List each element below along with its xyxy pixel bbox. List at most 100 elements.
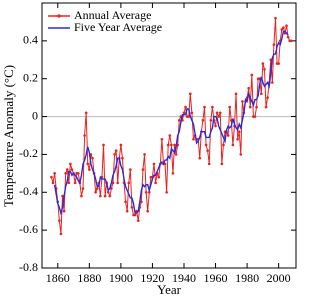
data-point (234, 92, 238, 96)
data-point (108, 194, 112, 198)
legend-label: Annual Average (74, 8, 151, 22)
data-point (116, 181, 120, 185)
data-point (217, 115, 220, 118)
data-point (207, 162, 211, 166)
x-tick-label: 1980 (235, 271, 259, 285)
data-point (174, 153, 178, 156)
data-point (141, 168, 145, 171)
data-point (286, 35, 290, 39)
data-point (83, 134, 86, 137)
data-point (182, 111, 186, 115)
data-point (124, 200, 127, 204)
data-point (218, 111, 222, 115)
data-point (130, 206, 134, 209)
data-point (50, 175, 53, 179)
data-point (206, 149, 209, 152)
data-point (70, 168, 74, 171)
data-point (106, 190, 110, 194)
data-point (129, 168, 132, 171)
data-point (289, 39, 293, 43)
data-point (67, 181, 71, 185)
data-point (187, 115, 191, 118)
x-tick-label: 1860 (46, 271, 70, 285)
x-tick-label: 1900 (109, 271, 133, 285)
data-point (214, 124, 217, 128)
y-tick-label: 0.2 (23, 70, 38, 84)
data-point (125, 209, 129, 213)
data-point (247, 86, 250, 90)
data-point (226, 134, 230, 137)
data-point (51, 181, 55, 185)
data-point (285, 24, 288, 28)
data-point (173, 143, 176, 147)
data-point (58, 219, 61, 222)
data-point (113, 153, 116, 156)
data-point (88, 168, 91, 171)
data-point (261, 62, 265, 65)
data-point (62, 209, 66, 213)
series-line (50, 18, 292, 234)
data-point (140, 200, 143, 204)
data-point (69, 162, 72, 166)
y-tick-label: -0.8 (19, 260, 38, 274)
data-point (119, 143, 123, 147)
data-point (64, 172, 67, 175)
y-tick-label: 0 (32, 108, 38, 122)
data-point (274, 16, 277, 20)
data-point (111, 181, 115, 185)
data-point (250, 73, 254, 77)
data-point (211, 105, 214, 109)
y-tick-label: -0.6 (19, 222, 38, 236)
data-point (248, 105, 252, 109)
data-point (263, 67, 266, 71)
data-point (204, 143, 208, 147)
data-point (91, 156, 94, 160)
data-point (160, 137, 164, 141)
data-point (114, 149, 118, 152)
data-point (99, 194, 102, 198)
data-point (110, 187, 113, 190)
data-point (266, 96, 269, 99)
data-point (282, 26, 285, 29)
data-point (177, 119, 181, 122)
data-point (95, 187, 99, 190)
data-point (241, 100, 244, 103)
data-point (152, 162, 156, 166)
data-point (61, 194, 64, 198)
data-point (127, 181, 131, 185)
data-point (170, 143, 173, 147)
data-point (215, 111, 219, 115)
data-point (157, 175, 161, 179)
data-point (209, 119, 213, 122)
data-point (272, 43, 276, 46)
x-tick-label: 2000 (267, 271, 291, 285)
data-point (271, 81, 274, 84)
data-point (239, 153, 243, 156)
data-point (203, 105, 206, 109)
chart: Year Temperature Anomaly (°C) -0.8 -0.6 -0… (1, 2, 297, 297)
data-point (136, 219, 140, 222)
y-tick-label: 0.4 (23, 33, 38, 47)
x-tick-label: 1960 (204, 271, 228, 285)
x-tick-label: 1920 (140, 271, 164, 285)
data-point (80, 194, 83, 198)
y-tick-label: -0.2 (19, 146, 38, 160)
data-point (255, 105, 258, 109)
y-axis-label: Temperature Anomaly (°C) (1, 65, 16, 207)
data-point (81, 187, 85, 190)
data-point (144, 190, 148, 194)
data-point (280, 28, 284, 31)
legend-marker (57, 14, 61, 18)
plot-frame (41, 2, 297, 269)
data-point (94, 190, 97, 194)
data-point (277, 62, 280, 65)
legend-label: Five Year Average (74, 20, 162, 34)
data-point (264, 105, 268, 109)
data-point (228, 105, 232, 109)
data-point (103, 194, 107, 198)
y-tick-label: -0.4 (19, 184, 38, 198)
x-tick-label: 1940 (172, 271, 196, 285)
data-point (65, 168, 69, 171)
x-axis-label: Year (157, 282, 182, 297)
